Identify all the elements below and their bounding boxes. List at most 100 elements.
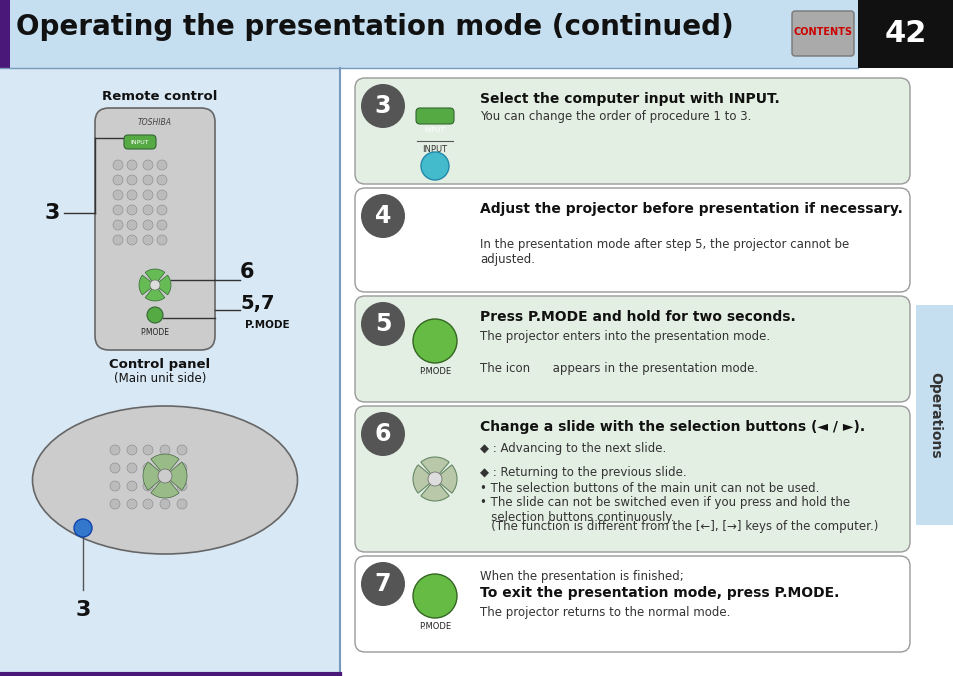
- FancyBboxPatch shape: [355, 406, 909, 552]
- Text: 5: 5: [375, 312, 391, 336]
- Circle shape: [110, 445, 120, 455]
- Text: 3: 3: [44, 203, 60, 223]
- Circle shape: [143, 481, 152, 491]
- Wedge shape: [145, 269, 165, 285]
- Circle shape: [177, 499, 187, 509]
- Text: P.MODE: P.MODE: [418, 622, 451, 631]
- Text: (Main unit side): (Main unit side): [113, 372, 206, 385]
- FancyBboxPatch shape: [791, 11, 853, 56]
- Circle shape: [110, 481, 120, 491]
- Ellipse shape: [32, 406, 297, 554]
- Text: 5,7: 5,7: [240, 293, 274, 312]
- Circle shape: [160, 499, 170, 509]
- Text: INPUT: INPUT: [424, 127, 445, 133]
- Circle shape: [143, 160, 152, 170]
- Wedge shape: [420, 457, 449, 479]
- FancyBboxPatch shape: [416, 108, 454, 124]
- Text: Adjust the projector before presentation if necessary.: Adjust the projector before presentation…: [479, 202, 902, 216]
- Circle shape: [127, 235, 137, 245]
- Text: (The function is different from the [←], [→] keys of the computer.): (The function is different from the [←],…: [479, 520, 878, 533]
- FancyBboxPatch shape: [355, 188, 909, 292]
- Circle shape: [127, 499, 137, 509]
- Wedge shape: [145, 285, 165, 301]
- Circle shape: [143, 175, 152, 185]
- Circle shape: [160, 481, 170, 491]
- Circle shape: [127, 175, 137, 185]
- Text: The projector returns to the normal mode.: The projector returns to the normal mode…: [479, 606, 730, 619]
- FancyBboxPatch shape: [355, 296, 909, 402]
- Wedge shape: [435, 465, 456, 493]
- Circle shape: [157, 235, 167, 245]
- Circle shape: [177, 481, 187, 491]
- Wedge shape: [154, 275, 171, 295]
- Bar: [857, 0, 953, 68]
- Text: P.MODE: P.MODE: [140, 328, 170, 337]
- Text: Operations: Operations: [927, 372, 941, 458]
- Circle shape: [360, 412, 405, 456]
- Circle shape: [143, 190, 152, 200]
- Text: ◆ : Advancing to the next slide.: ◆ : Advancing to the next slide.: [479, 442, 665, 455]
- Text: 6: 6: [375, 422, 391, 446]
- Text: The icon      appears in the presentation mode.: The icon appears in the presentation mod…: [479, 362, 758, 375]
- Circle shape: [160, 463, 170, 473]
- Circle shape: [143, 235, 152, 245]
- Circle shape: [157, 205, 167, 215]
- Text: Change a slide with the selection buttons (◄ / ►).: Change a slide with the selection button…: [479, 420, 864, 434]
- Circle shape: [110, 499, 120, 509]
- Circle shape: [177, 445, 187, 455]
- Circle shape: [150, 280, 160, 290]
- Circle shape: [143, 499, 152, 509]
- FancyBboxPatch shape: [95, 108, 214, 350]
- Text: Select the computer input with INPUT.: Select the computer input with INPUT.: [479, 92, 779, 106]
- Circle shape: [157, 190, 167, 200]
- Text: P.MODE: P.MODE: [418, 367, 451, 376]
- Text: INPUT: INPUT: [422, 145, 447, 154]
- Circle shape: [127, 205, 137, 215]
- Circle shape: [127, 190, 137, 200]
- Text: Press P.MODE and hold for two seconds.: Press P.MODE and hold for two seconds.: [479, 310, 795, 324]
- Wedge shape: [151, 476, 179, 498]
- Wedge shape: [143, 462, 165, 490]
- Circle shape: [177, 463, 187, 473]
- Bar: [0, 68, 339, 676]
- Circle shape: [428, 472, 441, 486]
- Circle shape: [127, 445, 137, 455]
- Circle shape: [112, 160, 123, 170]
- Text: • The slide can not be switched even if you press and hold the
   selection butt: • The slide can not be switched even if …: [479, 496, 849, 524]
- Circle shape: [413, 319, 456, 363]
- Circle shape: [360, 194, 405, 238]
- Text: 3: 3: [375, 94, 391, 118]
- Text: 4: 4: [375, 204, 391, 228]
- Circle shape: [74, 519, 91, 537]
- Text: Control panel: Control panel: [110, 358, 211, 371]
- Circle shape: [143, 463, 152, 473]
- Circle shape: [127, 463, 137, 473]
- Circle shape: [158, 469, 172, 483]
- Text: When the presentation is finished;: When the presentation is finished;: [479, 570, 683, 583]
- Circle shape: [147, 307, 163, 323]
- Text: To exit the presentation mode, press P.MODE.: To exit the presentation mode, press P.M…: [479, 586, 839, 600]
- Wedge shape: [165, 462, 187, 490]
- Circle shape: [127, 160, 137, 170]
- Wedge shape: [413, 465, 435, 493]
- Text: Operating the presentation mode (continued): Operating the presentation mode (continu…: [16, 13, 733, 41]
- Circle shape: [360, 84, 405, 128]
- Circle shape: [360, 562, 405, 606]
- Text: In the presentation mode after step 5, the projector cannot be
adjusted.: In the presentation mode after step 5, t…: [479, 238, 848, 266]
- Wedge shape: [151, 454, 179, 476]
- Text: TOSHIBA: TOSHIBA: [138, 118, 172, 127]
- Circle shape: [112, 175, 123, 185]
- Wedge shape: [139, 275, 154, 295]
- Bar: [0, 0, 953, 68]
- Text: CONTENTS: CONTENTS: [793, 27, 852, 37]
- FancyBboxPatch shape: [355, 556, 909, 652]
- Circle shape: [110, 463, 120, 473]
- Bar: [0, 0, 10, 68]
- Circle shape: [360, 302, 405, 346]
- Circle shape: [112, 190, 123, 200]
- Circle shape: [112, 205, 123, 215]
- Text: P.MODE: P.MODE: [245, 320, 290, 330]
- Text: 3: 3: [75, 600, 91, 620]
- Circle shape: [112, 220, 123, 230]
- Circle shape: [157, 160, 167, 170]
